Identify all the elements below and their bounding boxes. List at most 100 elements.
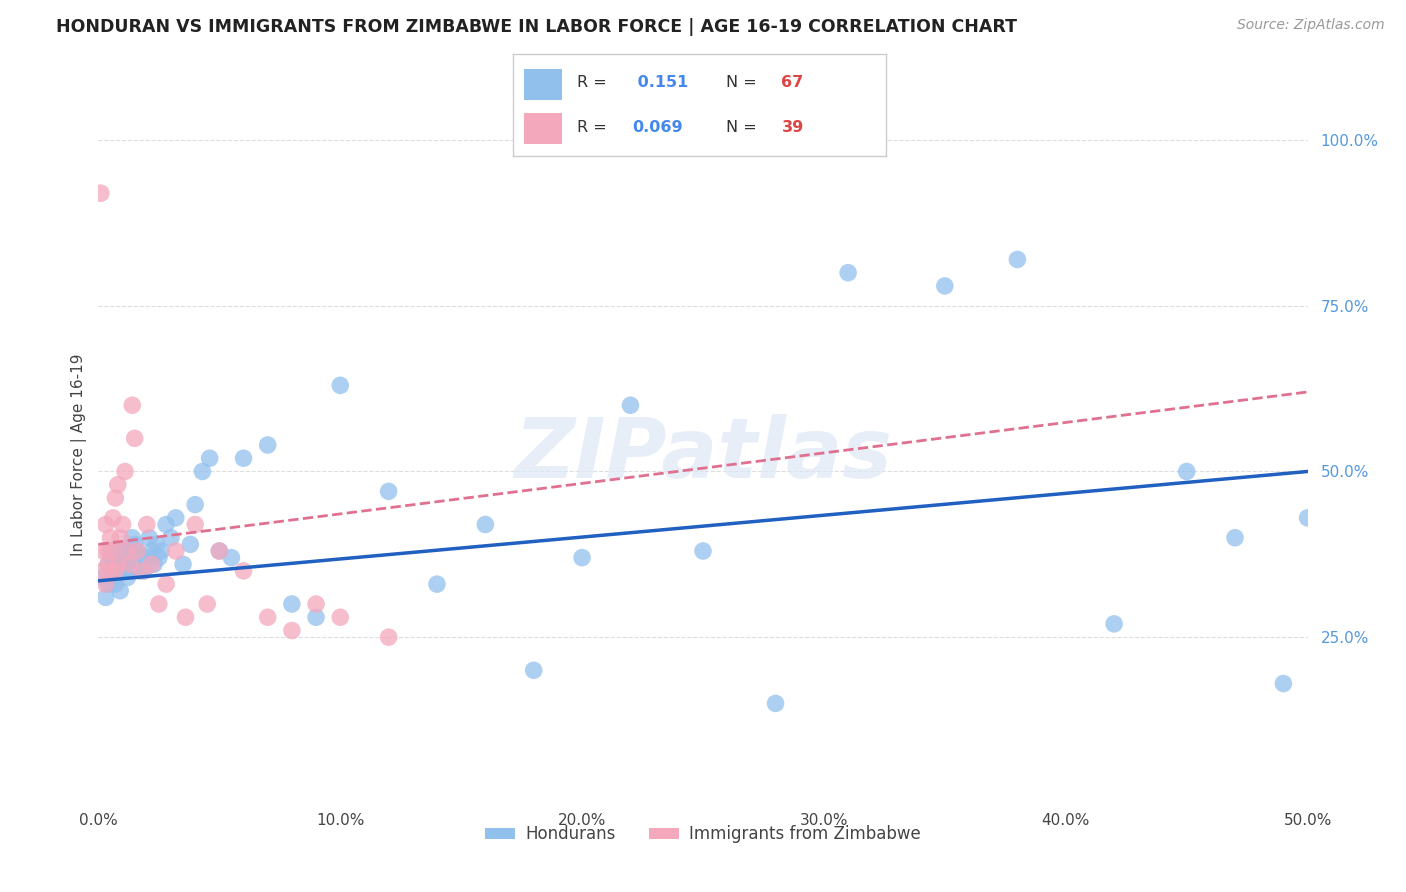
Point bbox=[208, 544, 231, 558]
FancyBboxPatch shape bbox=[524, 69, 561, 100]
Point bbox=[108, 558, 131, 572]
Text: N =: N = bbox=[725, 120, 762, 135]
Point bbox=[91, 544, 114, 558]
Point bbox=[104, 491, 127, 505]
Point bbox=[232, 564, 254, 578]
Text: ZIPatlas: ZIPatlas bbox=[515, 415, 891, 495]
Text: 67: 67 bbox=[782, 75, 804, 90]
Point bbox=[1175, 465, 1198, 479]
Point bbox=[134, 564, 156, 578]
Point bbox=[114, 544, 136, 558]
Point bbox=[281, 624, 304, 638]
Point bbox=[329, 610, 352, 624]
Point bbox=[114, 558, 136, 572]
Point bbox=[150, 544, 173, 558]
Text: 0.069: 0.069 bbox=[633, 120, 683, 135]
Point bbox=[256, 610, 278, 624]
Y-axis label: In Labor Force | Age 16-19: In Labor Force | Age 16-19 bbox=[72, 353, 87, 557]
Point bbox=[91, 570, 114, 584]
Point bbox=[100, 531, 122, 545]
Point bbox=[117, 558, 139, 572]
Point bbox=[97, 558, 120, 572]
Point bbox=[104, 558, 127, 572]
Point bbox=[765, 697, 787, 711]
Point bbox=[837, 266, 859, 280]
Point bbox=[124, 537, 146, 551]
Point bbox=[619, 398, 641, 412]
Text: 39: 39 bbox=[782, 120, 804, 135]
Point bbox=[121, 531, 143, 545]
Point bbox=[114, 465, 136, 479]
Point bbox=[111, 517, 134, 532]
Point bbox=[1296, 511, 1319, 525]
Point bbox=[108, 583, 131, 598]
Point bbox=[101, 570, 124, 584]
Point bbox=[118, 558, 141, 572]
Point bbox=[97, 544, 120, 558]
Point bbox=[232, 451, 254, 466]
Point bbox=[281, 597, 304, 611]
Point bbox=[127, 544, 149, 558]
Point bbox=[107, 477, 129, 491]
Point bbox=[155, 517, 177, 532]
Point bbox=[571, 550, 593, 565]
Point bbox=[128, 564, 150, 578]
Point bbox=[474, 517, 496, 532]
Point bbox=[101, 544, 124, 558]
Point bbox=[256, 438, 278, 452]
Point bbox=[124, 431, 146, 445]
Point bbox=[148, 597, 170, 611]
Point bbox=[305, 597, 328, 611]
Point bbox=[94, 517, 117, 532]
Point bbox=[191, 465, 214, 479]
Text: R =: R = bbox=[576, 75, 612, 90]
Point bbox=[145, 537, 167, 551]
Point bbox=[523, 663, 546, 677]
Point bbox=[160, 531, 183, 545]
Point bbox=[184, 498, 207, 512]
Point bbox=[305, 610, 328, 624]
Point bbox=[107, 564, 129, 578]
Point bbox=[179, 537, 201, 551]
Point bbox=[138, 531, 160, 545]
Point bbox=[121, 398, 143, 412]
Point bbox=[1007, 252, 1029, 267]
Point bbox=[107, 544, 129, 558]
Point bbox=[141, 544, 163, 558]
Point bbox=[90, 186, 112, 201]
Point bbox=[1102, 616, 1125, 631]
Point bbox=[117, 570, 139, 584]
Point bbox=[127, 544, 149, 558]
Point bbox=[117, 544, 139, 558]
Point bbox=[148, 550, 170, 565]
Text: R =: R = bbox=[576, 120, 612, 135]
Point bbox=[1223, 531, 1246, 545]
Point bbox=[100, 544, 122, 558]
Point bbox=[108, 531, 131, 545]
Point bbox=[94, 577, 117, 591]
Point bbox=[174, 610, 197, 624]
Point bbox=[135, 550, 157, 565]
Point bbox=[91, 564, 114, 578]
Point bbox=[111, 550, 134, 565]
Point bbox=[97, 577, 120, 591]
Point bbox=[165, 511, 187, 525]
Point bbox=[426, 577, 449, 591]
Point bbox=[184, 517, 207, 532]
Point bbox=[118, 544, 141, 558]
Point bbox=[329, 378, 352, 392]
Point bbox=[107, 558, 129, 572]
Point bbox=[97, 558, 120, 572]
Point bbox=[104, 564, 127, 578]
Point bbox=[143, 558, 166, 572]
Point bbox=[377, 630, 399, 644]
Text: HONDURAN VS IMMIGRANTS FROM ZIMBABWE IN LABOR FORCE | AGE 16-19 CORRELATION CHAR: HONDURAN VS IMMIGRANTS FROM ZIMBABWE IN … bbox=[56, 18, 1017, 36]
Point bbox=[198, 451, 221, 466]
Point bbox=[195, 597, 218, 611]
Point bbox=[124, 558, 146, 572]
Point bbox=[141, 558, 163, 572]
Point bbox=[131, 564, 153, 578]
Point bbox=[100, 564, 122, 578]
Point bbox=[165, 544, 187, 558]
Point bbox=[172, 558, 194, 572]
